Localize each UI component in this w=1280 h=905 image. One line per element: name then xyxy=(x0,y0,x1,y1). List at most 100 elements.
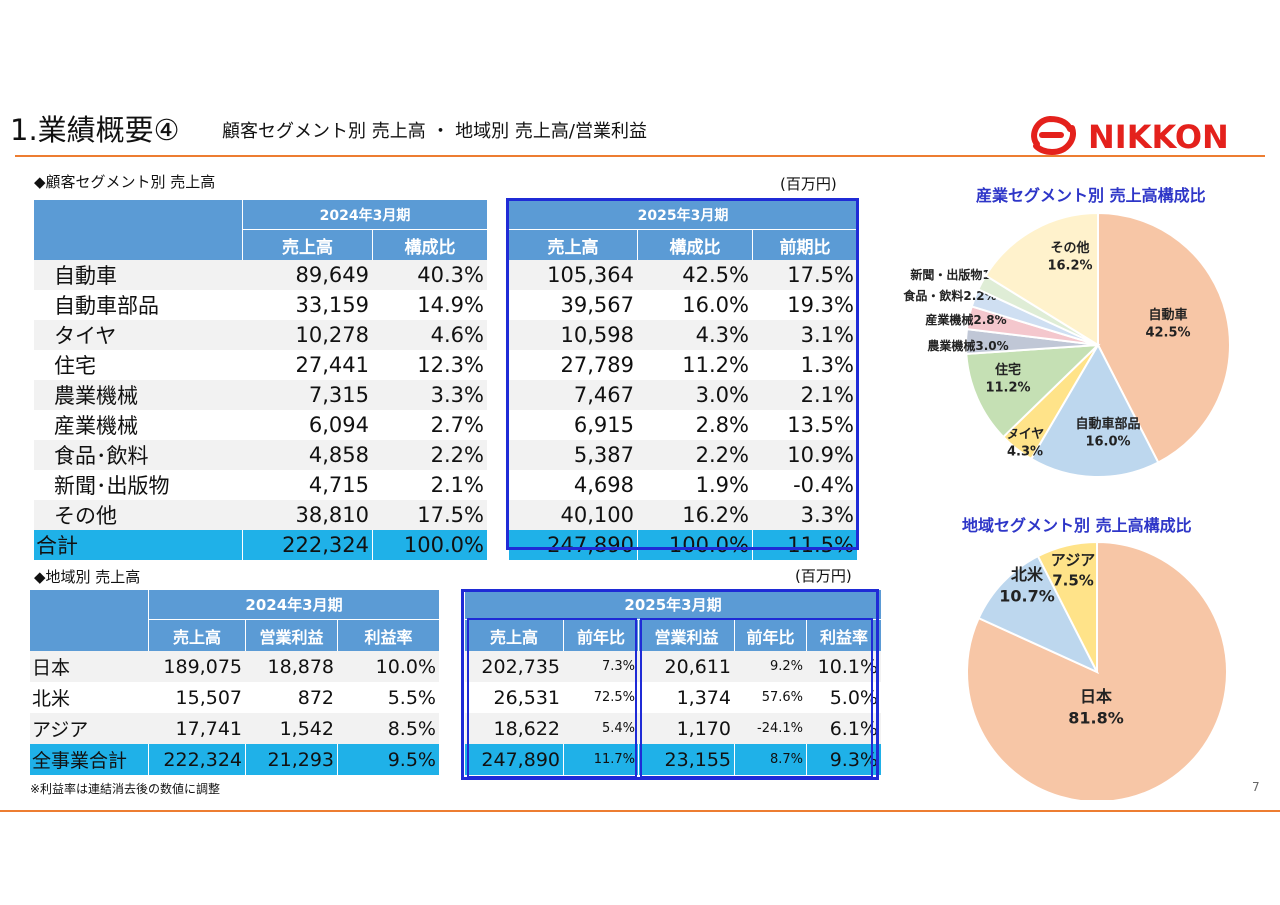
cell: 3.3% xyxy=(430,383,484,407)
cell: 17.5% xyxy=(417,503,484,527)
cell: 7,315 xyxy=(308,383,369,407)
cell: 23,155 xyxy=(638,744,734,775)
pie-slice-label: 食品・飲料2.2% xyxy=(902,288,996,303)
cell: 2.2% xyxy=(695,443,749,467)
cell: 89,649 xyxy=(295,263,369,287)
cell: 11.2% xyxy=(682,353,749,377)
row-label: 自動車部品 xyxy=(54,294,159,318)
col-sales-2024: 売上高 xyxy=(148,620,245,651)
cell: 13.5% xyxy=(787,413,854,437)
row-label: アジア xyxy=(32,719,89,741)
row-label: 自動車 xyxy=(54,264,117,288)
header-period-2024: 2024年3月期 xyxy=(148,590,439,620)
cell: 3.1% xyxy=(800,323,854,347)
col-op-2024: 営業利益 xyxy=(245,620,337,651)
cell: 3.3% xyxy=(800,503,854,527)
cell: 42.5% xyxy=(682,263,749,287)
pie-slice-label: 自動車部品 16.0% xyxy=(1075,416,1140,450)
col-share-2025: 構成比 xyxy=(637,230,752,260)
pie-slice-label: 産業機械2.8% xyxy=(925,312,1006,327)
cell: 19.3% xyxy=(787,293,854,317)
pie-slice xyxy=(984,211,1099,347)
cell: 21,293 xyxy=(245,744,337,775)
pie1-title: 産業セグメント別 売上高構成比 xyxy=(976,186,1206,205)
row-label: 産業機械 xyxy=(54,414,138,438)
cell: 7.3% xyxy=(601,659,635,674)
cell: 33,159 xyxy=(295,293,369,317)
cell: 189,075 xyxy=(163,655,242,678)
cell: 4,715 xyxy=(308,473,369,497)
total-row: 全事業合計 222,324 21,293 9.5% 247,890 11.7% … xyxy=(30,744,881,775)
cell: 15,507 xyxy=(175,686,242,709)
col-yoy-2025: 前期比 xyxy=(752,230,857,260)
table-row: アジア 17,741 1,542 8.5% 18,622 5.4% 1,170 … xyxy=(30,713,881,744)
col-share-2024: 構成比 xyxy=(372,230,487,260)
page-number: 7 xyxy=(1252,780,1260,794)
cell: 9.2% xyxy=(769,659,803,674)
cell: 4,858 xyxy=(308,443,369,467)
cell: 10.1% xyxy=(817,655,878,678)
pie-slice xyxy=(966,540,1228,800)
table-row: 食品･飲料 4,858 2.2% 5,387 2.2% 10.9% xyxy=(34,440,857,470)
cell: 18,878 xyxy=(267,655,334,678)
table-row: 北米 15,507 872 5.5% 26,531 72.5% 1,374 57… xyxy=(30,682,881,713)
segment-unit-label: (百万円) xyxy=(780,175,837,193)
cell: 17,741 xyxy=(175,717,242,740)
pie-slice-label: アジア 7.5% xyxy=(1051,551,1095,589)
cell: 1.3% xyxy=(800,353,854,377)
cell: 5.0% xyxy=(829,686,878,709)
pie-slice-label: タイヤ 4.3% xyxy=(1006,427,1045,460)
row-label: 住宅 xyxy=(54,354,96,378)
col-sales-2025: 売上高 xyxy=(509,230,637,260)
header-blank xyxy=(34,200,242,230)
col-op-yoy-2025: 前年比 xyxy=(734,620,806,651)
pie-slice-label: 北米 10.7% xyxy=(999,565,1055,606)
pie-slice xyxy=(977,554,1100,675)
row-label: 合計 xyxy=(34,530,242,560)
cell: 12.3% xyxy=(417,353,484,377)
cell: 10.0% xyxy=(375,655,436,678)
cell: 247,890 xyxy=(509,530,637,560)
cell: 6.1% xyxy=(829,717,878,740)
pie2-title: 地域セグメント別 売上高構成比 xyxy=(962,516,1192,535)
total-row: 合計 222,324 100.0% 247,890 100.0% 11.5% xyxy=(34,530,857,560)
cell: 4.6% xyxy=(430,323,484,347)
row-label: 日本 xyxy=(32,657,71,679)
cell: 1,542 xyxy=(279,717,334,740)
cell: -24.1% xyxy=(757,721,803,736)
cell: 57.6% xyxy=(761,690,803,705)
cell: 40,100 xyxy=(560,503,634,527)
cell: 4.3% xyxy=(695,323,749,347)
cell: 17.5% xyxy=(787,263,854,287)
cell: 40.3% xyxy=(417,263,484,287)
cell: 10,278 xyxy=(295,323,369,347)
cell: 2.8% xyxy=(695,413,749,437)
cell: 11.5% xyxy=(752,530,857,560)
table-row: 日本 189,075 18,878 10.0% 202,735 7.3% 20,… xyxy=(30,651,881,682)
cell: 6,094 xyxy=(308,413,369,437)
pie-slice xyxy=(1029,342,1160,478)
region-pie-chart: 日本 81.8% 北米 10.7%アジア 7.5% xyxy=(966,540,1228,800)
row-label: 食品･飲料 xyxy=(54,444,149,468)
table-row: 産業機械 6,094 2.7% 6,915 2.8% 13.5% xyxy=(34,410,857,440)
cell: 2.7% xyxy=(430,413,484,437)
region-section-title: ◆地域別 売上高 xyxy=(34,568,141,586)
cell: 16.2% xyxy=(682,503,749,527)
cell: 10.9% xyxy=(787,443,854,467)
col-op-2025: 営業利益 xyxy=(638,620,734,651)
cell: 27,441 xyxy=(295,353,369,377)
cell: 39,567 xyxy=(560,293,634,317)
cell: 9.5% xyxy=(337,744,439,775)
cell: 5.5% xyxy=(387,686,436,709)
row-label: タイヤ xyxy=(54,324,117,348)
cell: 20,611 xyxy=(664,655,731,678)
cell: 105,364 xyxy=(547,263,634,287)
cell: 3.0% xyxy=(695,383,749,407)
segment-sales-table: 2024年3月期 2025年3月期 売上高 構成比 売上高 構成比 前期比 自動… xyxy=(34,200,857,560)
page-subtitle: 顧客セグメント別 売上高 ・ 地域別 売上高/営業利益 xyxy=(222,121,647,142)
row-label: 全事業合計 xyxy=(30,744,148,775)
col-sales-2025: 売上高 xyxy=(465,620,563,651)
region-sales-table: 2024年3月期 2025年3月期 売上高 営業利益 利益率 売上高 前年比 営… xyxy=(30,590,881,775)
table-row: 自動車部品 33,159 14.9% 39,567 16.0% 19.3% xyxy=(34,290,857,320)
pie-slice xyxy=(965,343,1101,439)
